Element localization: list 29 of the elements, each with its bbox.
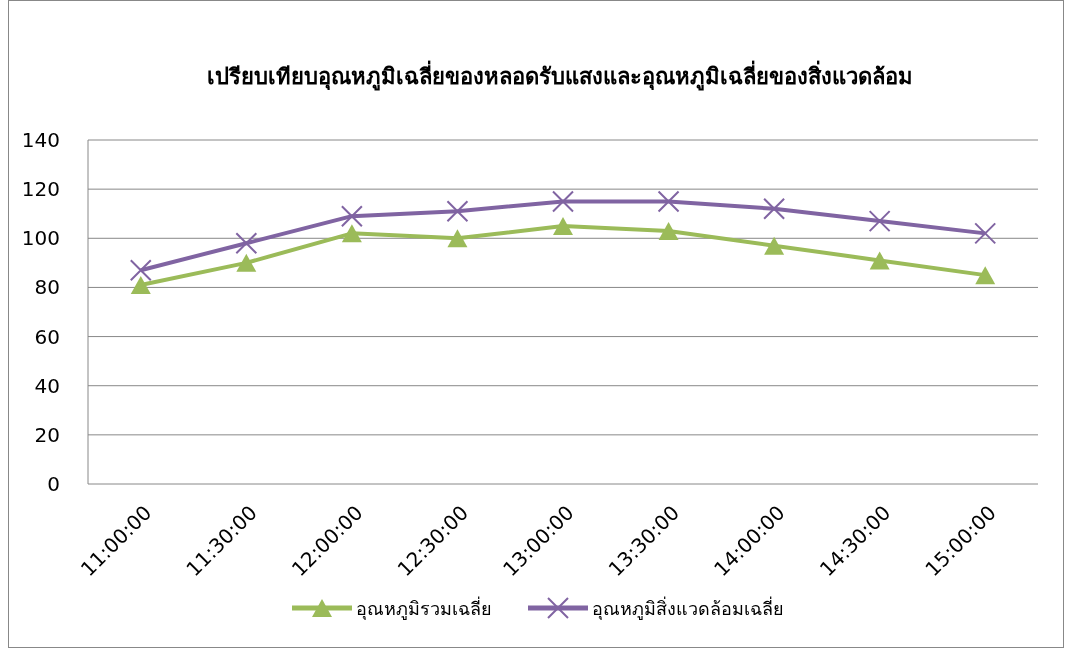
point (975, 266, 996, 285)
point (130, 275, 151, 294)
y-tick-label: 120 (21, 177, 60, 202)
point (868, 210, 891, 233)
point (129, 259, 152, 282)
legend-label: อุณหภูมิสิ่งแวดล้อมเฉลี่ย (592, 596, 784, 620)
y-tick-label: 60 (34, 324, 60, 349)
point (235, 232, 258, 255)
legend-label: อุณหภูมิรวมเฉลี่ย (356, 596, 492, 620)
point (658, 221, 679, 240)
point (869, 251, 890, 270)
y-tick-label: 40 (34, 373, 60, 398)
point (974, 222, 997, 245)
point (657, 190, 680, 213)
point (763, 197, 786, 220)
point (553, 217, 573, 235)
point (447, 229, 468, 248)
point (764, 236, 785, 255)
point (340, 205, 363, 228)
point (552, 190, 574, 213)
y-tick-label: 100 (21, 226, 60, 251)
y-tick-label: 140 (21, 128, 60, 152)
point (236, 253, 257, 272)
y-tick-label: 20 (34, 422, 60, 447)
y-tick-label: 80 (34, 275, 60, 300)
point (446, 200, 469, 223)
chart-title: เปรียบเทียบอุณหภูมิเฉลี่ยของหลอดรับแสงและอุณหภูมิเฉลี่ยของสิ่งแวดล้อม (207, 60, 913, 91)
y-tick-label: 0 (47, 472, 60, 496)
point (341, 224, 362, 243)
